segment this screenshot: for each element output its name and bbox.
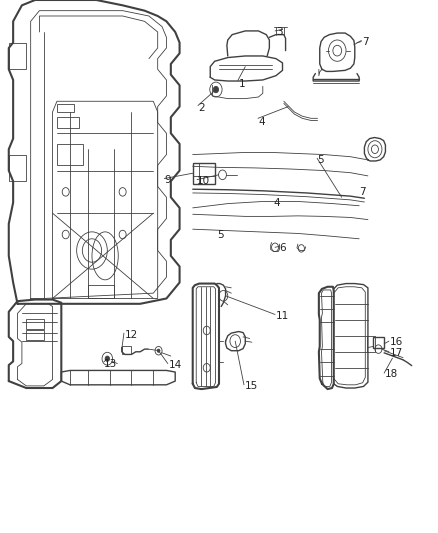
Bar [9, 43, 26, 69]
Text: 9: 9 [164, 175, 171, 185]
Bar [57, 144, 83, 165]
Text: 5: 5 [217, 230, 223, 239]
Text: 15: 15 [244, 382, 258, 391]
Text: 14: 14 [169, 360, 182, 369]
Circle shape [157, 349, 160, 352]
Text: 16: 16 [390, 337, 403, 347]
Text: 11: 11 [276, 311, 289, 320]
Bar [88, 285, 114, 298]
Text: 7: 7 [362, 37, 368, 46]
Bar [122, 346, 131, 354]
Text: 18: 18 [385, 369, 398, 379]
Text: 4: 4 [258, 117, 265, 126]
Circle shape [105, 356, 110, 361]
Bar [57, 104, 74, 112]
Bar [26, 330, 44, 340]
Bar [9, 155, 26, 181]
Bar [57, 117, 79, 128]
Bar [193, 163, 215, 184]
Bar [26, 319, 44, 329]
Text: 7: 7 [359, 187, 366, 197]
Text: 12: 12 [125, 330, 138, 340]
Text: 4: 4 [274, 198, 280, 207]
Bar [367, 336, 375, 352]
Circle shape [213, 86, 219, 93]
Bar [373, 337, 384, 348]
Text: 5: 5 [318, 155, 324, 165]
Text: 2: 2 [198, 103, 205, 112]
Text: 13: 13 [104, 359, 117, 368]
Text: 1: 1 [239, 79, 245, 89]
Text: 6: 6 [279, 243, 286, 253]
Text: 17: 17 [390, 348, 403, 358]
Text: 10: 10 [197, 176, 210, 186]
Text: 3: 3 [276, 27, 283, 37]
